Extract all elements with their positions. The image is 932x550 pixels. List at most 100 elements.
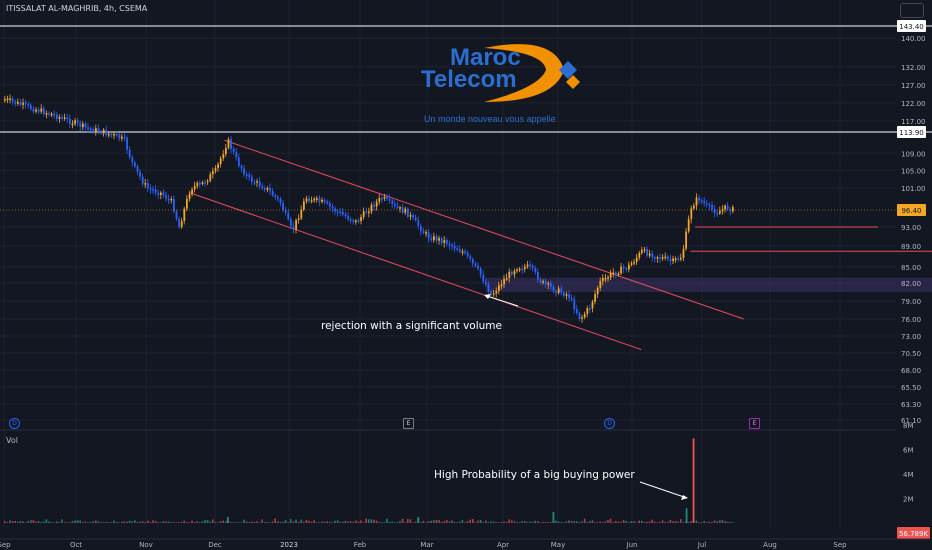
candle [479,268,482,275]
candle [97,128,100,132]
time-axis-tick: Jul [697,541,707,549]
volume-bar [459,521,461,523]
volume-bar [726,521,729,523]
volume-bar [58,522,61,523]
candle [641,250,643,253]
volume-bar [193,522,196,523]
candle [505,277,508,280]
volume-bar [638,520,640,523]
price-axis-tick: 127.00 [901,82,926,90]
candle [550,283,552,287]
volume-bar [35,521,37,523]
volume-bar [95,520,97,523]
top-right-button[interactable] [900,3,924,18]
candle [589,308,591,310]
candle [300,209,303,219]
candle [118,134,121,139]
volume-bar [456,522,458,523]
volume-bar [162,521,165,523]
volume-bar [17,521,19,523]
candle [230,139,232,150]
candle [708,204,711,207]
last-volume-text: 56.789K [899,530,928,538]
candle [654,257,656,259]
candle [232,149,235,153]
candle [334,208,336,212]
candle [617,273,620,275]
volume-bar [76,520,79,523]
candle [89,128,92,130]
candle [635,257,638,262]
volume-bar [79,520,81,523]
candle [186,198,188,209]
volume-bar [513,521,516,523]
candle [128,149,131,158]
volume-bar [604,521,607,523]
volume-bar [225,521,227,523]
candle [61,117,63,119]
candle [160,192,162,195]
volume-bar [547,522,549,523]
volume-bar [661,520,664,523]
candle [269,187,271,192]
candle [201,182,204,184]
candle [126,137,128,150]
volume-bar [599,521,601,523]
candle [271,191,274,196]
candle [625,268,628,270]
candle [443,239,446,244]
candle [352,220,355,222]
candle [123,136,126,139]
volume-bar [40,522,42,523]
candle [152,188,154,191]
volume-bar [214,522,217,523]
candle [102,129,105,134]
time-axis-tick: Feb [354,541,367,549]
candle [35,109,37,112]
price-axis-tick: 73.00 [901,333,921,341]
candle [121,136,123,139]
candle [261,186,264,189]
candle [188,194,191,199]
earnings-event-icon[interactable]: E [403,418,414,429]
volume-bar [552,511,555,523]
volume-bar [279,521,282,523]
volume-bar [305,520,308,523]
volume-bar [144,522,146,523]
dividend-event-icon[interactable]: D [9,418,20,429]
dividend-event-icon[interactable]: D [604,418,615,429]
volume-bar [71,521,74,523]
earnings-event-icon[interactable]: E [749,418,760,429]
volume-bar [245,521,248,523]
price-axis-tick: 82.00 [901,280,921,288]
candle [360,216,362,222]
volume-bar [199,522,201,523]
candle [648,253,651,256]
candle [422,231,425,233]
volume-bar [19,520,22,523]
candle [295,220,297,230]
candle [154,189,157,193]
candle [602,278,604,282]
candle [399,207,401,209]
candle [162,192,165,196]
candle [680,257,682,260]
volume-bar [560,522,562,523]
candle [552,286,555,292]
volume-bar [326,521,328,523]
volume-bar [417,516,420,523]
candle [576,309,578,314]
candle [607,277,609,279]
candle [365,211,368,213]
volume-bar [648,521,651,523]
volume-bar [654,521,656,523]
volume-bar [401,518,404,523]
volume-bar [464,522,466,523]
volume-bar [14,521,16,523]
candle [308,198,310,202]
volume-bar [347,521,349,523]
volume-bar [607,519,609,523]
candle [651,253,654,258]
volume-bar [495,522,497,523]
